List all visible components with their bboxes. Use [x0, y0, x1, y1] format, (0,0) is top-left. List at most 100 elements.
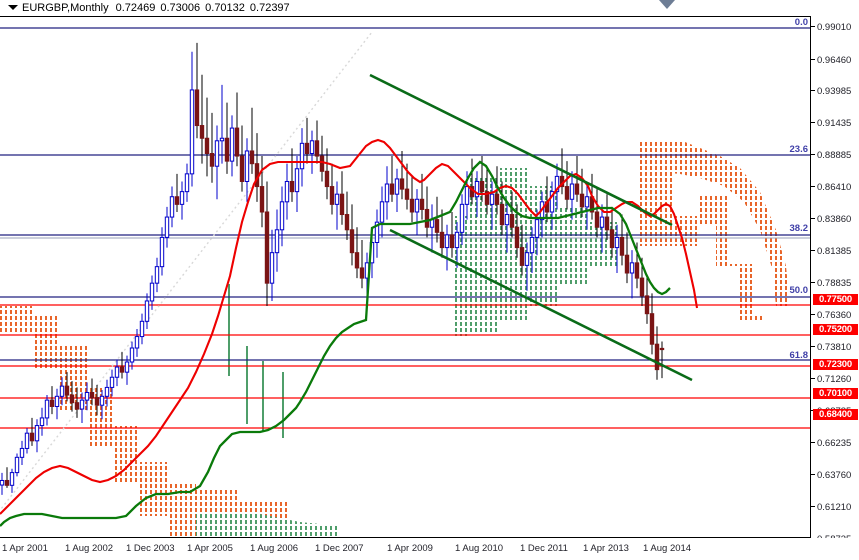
- candle-body: [339, 193, 345, 216]
- price-tag[interactable]: 0.75200: [813, 324, 858, 335]
- candle-body: [494, 193, 500, 205]
- candle-body: [509, 214, 515, 228]
- candle-body: [574, 183, 580, 195]
- candle-body: [419, 198, 425, 210]
- candle-body: [259, 186, 265, 213]
- candle-body: [334, 193, 340, 205]
- candle-body: [404, 188, 410, 200]
- candle-body: [564, 186, 570, 200]
- candle-body: [499, 203, 505, 226]
- candle-body: [479, 180, 485, 193]
- kumo-bull-thread-3: [262, 361, 264, 431]
- candle-body: [204, 137, 210, 155]
- candle-body: [549, 191, 555, 213]
- symbol-info: EURGBP,Monthly 0.72469 0.73006 0.70132 0.723…: [22, 2, 295, 14]
- candle-body: [39, 417, 45, 427]
- candle-body: [0, 479, 5, 486]
- time-tick: 1 Apr 2005: [187, 543, 233, 554]
- candle-body: [399, 178, 405, 190]
- price-axis[interactable]: 0.99010 0.96460 0.93985 0.91435 0.88885 0.864…: [811, 16, 859, 545]
- channel-upper-line[interactable]: [369, 73, 673, 227]
- candle-body: [519, 247, 525, 266]
- candle-body: [114, 366, 120, 378]
- price-tick: 0.93985: [811, 86, 859, 97]
- candle-body: [439, 231, 445, 249]
- candle-body: [629, 262, 635, 274]
- candle-body: [434, 219, 440, 233]
- candle-body: [24, 432, 30, 449]
- ohlc-low: 0.70132: [205, 2, 245, 14]
- candle-body: [244, 150, 250, 182]
- candle-body: [74, 402, 80, 410]
- price-tick: 0.66235: [811, 438, 859, 449]
- time-axis[interactable]: 1 Apr 2001 1 Aug 2002 1 Dec 2003 1 Apr 2005…: [0, 538, 859, 560]
- candle-body: [444, 234, 450, 249]
- candle-body: [34, 425, 40, 442]
- candle-body: [614, 236, 620, 249]
- price-tag[interactable]: 0.70100: [813, 388, 858, 399]
- candle-body: [239, 155, 245, 182]
- price-tick: 0.63760: [811, 470, 859, 481]
- price-tick: 0.73810: [811, 342, 859, 353]
- candle-body: [234, 127, 240, 157]
- price-tick: 0.88885: [811, 150, 859, 161]
- kumo-bull-thread-1: [228, 284, 230, 376]
- price-tag[interactable]: 0.68400: [813, 409, 858, 420]
- candle-body: [599, 216, 605, 228]
- slow-ma-line: [0, 160, 671, 527]
- candle-body: [44, 399, 50, 419]
- ohlc-open: 0.72469: [115, 2, 156, 14]
- triangle-down-icon[interactable]: [8, 5, 18, 10]
- symbol-label: EURGBP,Monthly: [22, 2, 109, 14]
- candle-body: [309, 140, 315, 155]
- candle-body: [454, 231, 460, 249]
- candle-body: [124, 361, 130, 373]
- candle-body: [394, 178, 400, 195]
- descending-channel: [369, 73, 693, 382]
- candle-body: [414, 198, 420, 213]
- price-tick: 0.61210: [811, 502, 859, 513]
- candle-body: [29, 432, 35, 442]
- candle-body: [634, 262, 640, 279]
- price-tick: 0.83860: [811, 214, 859, 225]
- candle-body: [139, 320, 145, 338]
- candle-body: [129, 347, 135, 363]
- candle-body: [249, 150, 255, 165]
- dotted-trend-line[interactable]: [0, 31, 373, 536]
- candle-body: [659, 347, 665, 351]
- candle-body: [384, 183, 390, 203]
- price-tag[interactable]: 0.72300: [813, 359, 858, 370]
- candle-body: [144, 300, 150, 322]
- candle-body: [464, 186, 470, 205]
- time-tick: 1 Aug 2014: [643, 543, 692, 554]
- price-tag[interactable]: 0.77500: [813, 294, 858, 305]
- candle-body: [269, 252, 275, 284]
- candle-body: [304, 142, 310, 155]
- candle-body: [299, 142, 305, 170]
- channel-lower-line[interactable]: [389, 228, 693, 382]
- candle-body: [179, 191, 185, 205]
- candle-body: [194, 89, 200, 127]
- candle-body: [54, 395, 60, 407]
- kumo-bull-thread-4: [282, 372, 284, 438]
- price-tick: 0.99010: [811, 22, 859, 33]
- ichimoku-cloud-group: [0, 140, 790, 537]
- kumo-bear-right2: [640, 142, 700, 246]
- candle-body: [314, 140, 320, 157]
- price-tick: 0.76360: [811, 310, 859, 321]
- candle-body: [654, 343, 660, 371]
- candle-body: [554, 175, 560, 193]
- candle-body: [159, 236, 165, 268]
- candle-body: [189, 89, 195, 175]
- candle-body: [374, 221, 380, 243]
- candle-body: [184, 173, 190, 193]
- kumo-bull-thread-2: [246, 346, 248, 424]
- plot-border-bottom: [0, 537, 811, 538]
- chart-plot-area[interactable]: [0, 16, 810, 537]
- candle-body: [164, 216, 170, 238]
- candle-body: [389, 183, 395, 195]
- candle-body: [594, 211, 600, 228]
- ohlc-high: 0.73006: [160, 2, 201, 14]
- time-tick: 1 Dec 2003: [126, 543, 175, 554]
- candle-body: [274, 229, 280, 254]
